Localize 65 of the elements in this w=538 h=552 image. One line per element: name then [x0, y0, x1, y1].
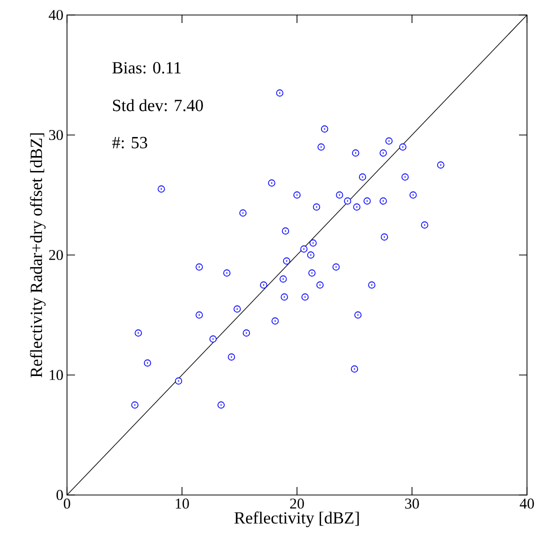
point	[380, 197, 387, 205]
point	[353, 203, 360, 211]
point	[174, 377, 182, 385]
y-tick-label: 0	[56, 490, 63, 500]
point	[358, 173, 366, 181]
point	[280, 275, 287, 283]
point	[312, 203, 320, 211]
x-tick-label: 20	[290, 498, 304, 509]
point	[134, 329, 142, 337]
point	[293, 191, 301, 199]
point	[354, 311, 362, 319]
point	[217, 401, 225, 409]
point	[268, 179, 276, 187]
point	[282, 227, 290, 235]
point	[209, 335, 217, 343]
point	[196, 311, 203, 319]
point	[283, 257, 290, 265]
point	[399, 143, 406, 151]
point	[272, 317, 279, 325]
point	[301, 293, 309, 301]
point	[234, 305, 241, 313]
point	[309, 239, 317, 247]
point	[131, 401, 138, 409]
point	[364, 197, 371, 205]
point	[158, 185, 165, 193]
point	[280, 293, 288, 301]
point	[437, 161, 444, 169]
y-tick-label: 10	[50, 370, 63, 380]
x-tick-label: 0	[64, 498, 70, 509]
annotation: Std dev: 7.40	[113, 99, 203, 112]
point	[276, 89, 284, 97]
point	[320, 125, 328, 133]
point	[352, 149, 360, 157]
point	[308, 269, 316, 277]
point	[318, 143, 325, 151]
point	[332, 263, 340, 271]
x-tick-label: 10	[176, 498, 189, 509]
y-tick-label: 40	[48, 10, 63, 20]
y-axis-title: Reflectivity Radar+dry offset [dBZ]	[30, 133, 46, 378]
point	[344, 197, 352, 205]
point	[401, 173, 409, 181]
point	[421, 221, 428, 229]
point	[316, 281, 324, 289]
x-axis-title: Reflectivity [dBZ]	[234, 512, 359, 528]
annotation: #: 53	[112, 136, 148, 148]
point	[228, 353, 236, 361]
point	[239, 209, 247, 217]
point	[260, 281, 268, 289]
x-tick-label: 30	[405, 498, 419, 509]
point	[380, 233, 388, 241]
point	[336, 191, 344, 199]
point	[196, 263, 203, 271]
point	[410, 191, 417, 199]
point	[242, 329, 250, 337]
point	[385, 137, 393, 145]
point	[223, 269, 230, 277]
point	[380, 149, 387, 157]
point	[307, 251, 314, 259]
x-tick-label: 40	[520, 498, 534, 509]
point	[368, 281, 376, 289]
point	[300, 245, 308, 253]
annotation: Bias: 0.11	[112, 62, 181, 74]
y-tick-label: 20	[49, 250, 63, 260]
point	[350, 365, 358, 373]
y-tick-label: 30	[49, 130, 63, 140]
